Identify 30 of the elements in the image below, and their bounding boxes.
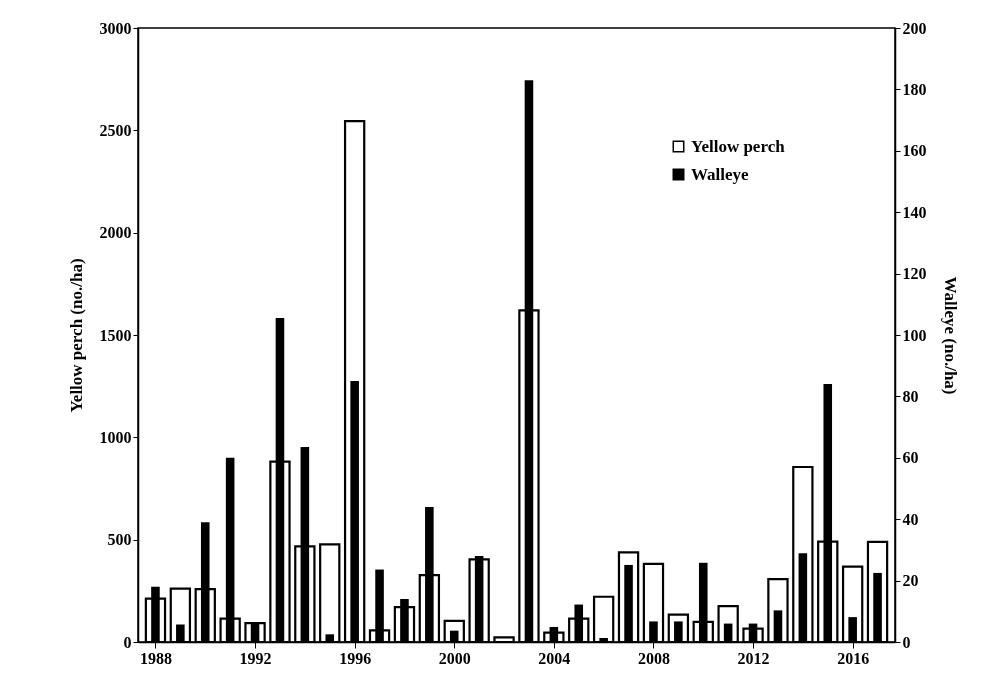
y2-tick-label: 200 <box>902 19 927 37</box>
x-tick-label: 1996 <box>339 649 372 667</box>
y-axis-title: Yellow perch (no./ha) <box>66 258 86 413</box>
legend-label: Yellow perch <box>691 136 786 156</box>
x-tick-label: 1992 <box>239 649 272 667</box>
x-tick-label: 2016 <box>837 649 870 667</box>
y2-tick-label: 40 <box>902 510 919 528</box>
x-tick-label: 2000 <box>438 649 471 667</box>
y-tick-label: 3000 <box>99 19 132 37</box>
y2-tick-label: 20 <box>902 572 919 590</box>
y-tick-label: 0 <box>123 633 132 651</box>
y-tick-label: 2000 <box>99 224 132 242</box>
y2-axis-title: Walleye (no./ha) <box>940 276 960 395</box>
x-tick-label: 2004 <box>538 649 571 667</box>
y2-tick-label: 160 <box>902 142 927 160</box>
y2-tick-label: 120 <box>902 265 927 283</box>
y2-tick-label: 140 <box>902 203 927 221</box>
y2-tick-label: 0 <box>902 633 911 651</box>
y-tick-label: 1000 <box>99 428 132 446</box>
y2-tick-label: 180 <box>902 80 927 98</box>
y-tick-label: 1500 <box>99 326 132 344</box>
x-tick-label: 2008 <box>637 649 670 667</box>
x-tick-label: 1988 <box>139 649 172 667</box>
y2-tick-label: 100 <box>902 326 927 344</box>
y2-tick-label: 60 <box>902 449 919 467</box>
legend-label: Walleye <box>691 164 750 184</box>
y-tick-label: 2500 <box>99 121 132 139</box>
y2-tick-label: 80 <box>902 387 919 405</box>
y-tick-label: 500 <box>107 531 132 549</box>
x-tick-label: 2012 <box>737 649 770 667</box>
